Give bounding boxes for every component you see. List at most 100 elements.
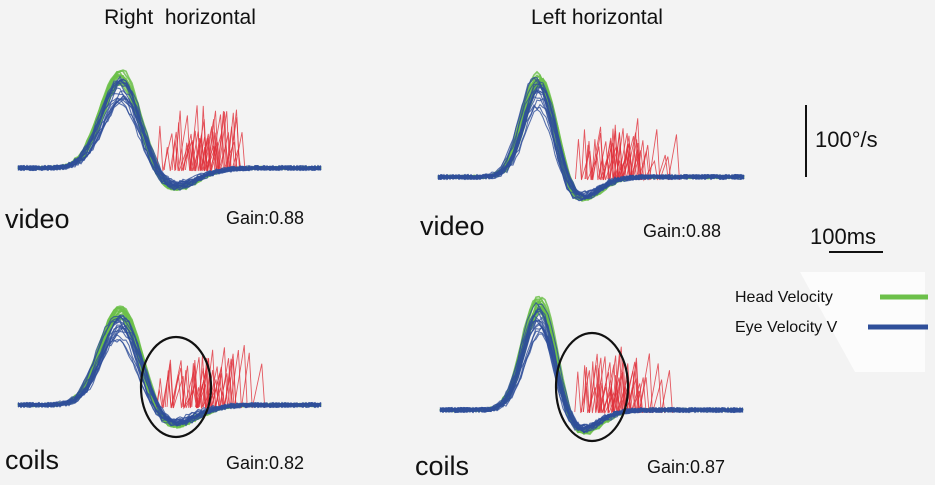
eye-velocity-trace (439, 307, 744, 433)
head-velocity-trace (17, 73, 322, 189)
eye-velocity-trace (437, 81, 745, 200)
head-velocity-trace (17, 83, 322, 190)
eye-velocity-trace (439, 320, 744, 429)
eye-velocity-trace (17, 78, 322, 190)
eye-velocity-trace (439, 318, 744, 431)
eye-velocity-trace (437, 77, 745, 201)
head-velocity-trace (437, 85, 745, 200)
corrective-saccade-trace (184, 114, 238, 172)
head-velocity-trace (437, 78, 745, 201)
eye-velocity-trace (437, 89, 745, 199)
head-velocity-trace (439, 309, 743, 432)
head-velocity-trace (17, 74, 322, 191)
eye-velocity-trace (17, 339, 322, 422)
head-velocity-trace (17, 81, 322, 189)
eye-velocity-trace (439, 308, 744, 433)
eye-velocity-trace (17, 81, 322, 189)
head-velocity-trace (17, 74, 322, 191)
head-velocity-trace (439, 298, 744, 435)
corrective-saccade-trace (612, 353, 666, 414)
legend-label-eye: Eye Velocity V (735, 319, 838, 336)
head-velocity-trace (439, 308, 744, 433)
head-velocity-trace (17, 70, 322, 190)
panel-right-coils (17, 305, 322, 439)
eye-velocity-trace (17, 90, 322, 188)
corrective-saccade-trace (163, 119, 218, 172)
head-velocity-trace (437, 84, 745, 199)
head-velocity-trace (439, 299, 744, 434)
corrective-saccade-trace (156, 110, 216, 172)
head-velocity-trace (439, 298, 744, 435)
eye-velocity-trace (17, 333, 322, 423)
eye-velocity-trace (437, 90, 745, 199)
gain-label-right-coils: Gain:0.82 (226, 453, 304, 473)
head-velocity-trace (437, 85, 745, 200)
head-velocity-trace (437, 82, 745, 200)
eye-velocity-trace (437, 86, 745, 199)
eye-velocity-trace (439, 303, 744, 433)
eye-velocity-trace (17, 87, 322, 188)
eye-velocity-trace (437, 90, 745, 197)
head-velocity-trace (437, 80, 745, 199)
eye-velocity-trace (17, 82, 322, 189)
eye-velocity-trace (437, 97, 745, 197)
head-velocity-trace (437, 81, 745, 200)
head-velocity-trace (17, 72, 322, 191)
eye-velocity-trace (17, 315, 322, 427)
head-velocity-trace (437, 77, 745, 202)
head-velocity-trace (17, 69, 322, 191)
panel-left-video (437, 70, 745, 202)
corrective-saccade-trace (156, 359, 210, 409)
head-velocity-trace (437, 78, 745, 201)
panel-left-coils (439, 295, 744, 443)
head-velocity-trace (17, 78, 322, 189)
eye-velocity-trace (437, 85, 745, 199)
saccade-highlight-ellipse (139, 335, 213, 439)
row-label-video-right: video (5, 204, 70, 234)
head-velocity-trace (17, 70, 322, 191)
column-title-left: Left horizontal (531, 6, 663, 29)
eye-velocity-trace (437, 83, 745, 200)
head-velocity-trace (439, 301, 744, 433)
eye-velocity-trace (17, 79, 322, 189)
eye-velocity-trace (437, 103, 745, 196)
column-title-right: Right horizontal (104, 6, 256, 29)
eye-velocity-trace (439, 301, 744, 434)
eye-velocity-trace (437, 105, 745, 195)
eye-velocity-trace (17, 82, 322, 189)
head-velocity-trace (439, 306, 744, 434)
legend-label-head: Head Velocity (735, 289, 833, 306)
row-label-coils-left: coils (415, 451, 469, 481)
head-velocity-trace (439, 310, 744, 432)
eye-velocity-trace (17, 93, 322, 187)
time-scale-label: 100ms (810, 224, 876, 249)
head-velocity-trace (437, 79, 745, 200)
eye-velocity-trace (17, 338, 322, 422)
eye-velocity-trace (437, 89, 745, 197)
head-velocity-trace (437, 77, 745, 201)
eye-velocity-trace (439, 316, 744, 429)
eye-velocity-trace (17, 75, 322, 191)
eye-velocity-trace (437, 83, 745, 201)
eye-velocity-trace (439, 320, 744, 430)
eye-velocity-trace (437, 78, 745, 202)
head-velocity-trace (17, 77, 322, 190)
eye-velocity-trace (437, 76, 745, 201)
corrective-saccade-trace (585, 140, 643, 182)
eye-velocity-trace (437, 85, 745, 200)
eye-velocity-trace (439, 310, 744, 434)
head-velocity-trace (439, 296, 744, 435)
gain-label-right-video: Gain:0.88 (226, 208, 304, 228)
gain-label-left-video: Gain:0.88 (643, 221, 721, 241)
head-velocity-trace (17, 80, 322, 190)
head-velocity-trace (17, 81, 321, 189)
eye-velocity-trace (17, 79, 322, 190)
eye-velocity-trace (17, 78, 322, 190)
head-velocity-trace (438, 82, 745, 200)
eye-velocity-trace (17, 95, 322, 186)
row-label-video-left: video (420, 211, 485, 241)
head-velocity-trace (439, 301, 744, 434)
corrective-saccade-trace (574, 357, 626, 414)
